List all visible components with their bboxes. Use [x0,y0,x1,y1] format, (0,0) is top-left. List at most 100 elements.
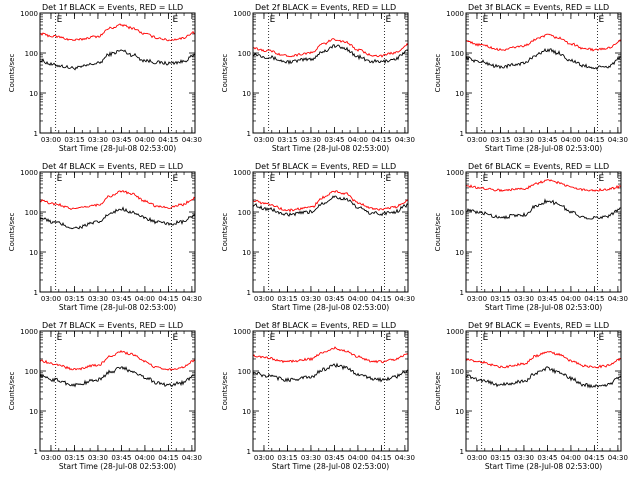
x-tick-label: 03:30 [301,295,321,303]
x-tick-label: 04:00 [348,295,368,303]
x-tick-label: 03:15 [277,295,297,303]
x-tick-label: 03:45 [537,136,557,144]
y-tick-label: 100 [451,50,464,58]
panel-title: Det 4f BLACK = Events, RED = LLD [42,162,183,171]
x-tick-label: 03:00 [41,295,61,303]
x-tick-label: 03:00 [41,454,61,462]
series-events-line [252,44,409,65]
x-tick-label: 04:30 [608,454,628,462]
plot-frame [465,171,622,293]
y-tick-label: 1000 [20,10,38,18]
x-tick-label: 03:00 [467,454,487,462]
y-axis-label: Counts/sec [221,372,229,411]
time-marker-label: E [599,174,605,184]
panel-det-3: Det 3f BLACK = Events, RED = LLD 1 10 100 10… [434,3,628,153]
x-tick-label: 03:15 [277,136,297,144]
y-tick-label: 1 [460,289,464,297]
panel-title: Det 2f BLACK = Events, RED = LLD [255,3,396,12]
time-marker-label: E [483,15,489,25]
time-marker-label: E [57,174,63,184]
y-tick-label: 100 [451,209,464,217]
y-tick-label: 1 [247,289,251,297]
y-tick-label: 10 [455,249,464,257]
x-tick-label: 04:30 [608,136,628,144]
x-tick-label: 03:15 [64,454,84,462]
x-axis-label: Start Time (28-Jul-08 02:53:00) [272,144,389,153]
y-tick-label: 100 [238,209,251,217]
x-tick-label: 04:15 [584,136,604,144]
y-axis-label: Counts/sec [8,213,16,252]
y-tick-label: 1000 [20,169,38,177]
series-events-line [465,48,622,71]
series-events-line [252,362,409,383]
y-tick-label: 10 [29,408,38,416]
x-tick-label: 04:00 [348,136,368,144]
series-events-line [465,198,622,220]
x-tick-label: 03:45 [111,454,131,462]
panel-title: Det 1f BLACK = Events, RED = LLD [42,3,183,12]
y-tick-label: 10 [242,90,251,98]
x-tick-label: 04:15 [371,136,391,144]
x-tick-label: 03:30 [301,136,321,144]
y-tick-label: 10 [242,408,251,416]
x-tick-label: 03:15 [277,454,297,462]
x-tick-label: 04:15 [371,295,391,303]
series-lld-line [465,351,622,369]
time-marker-label: E [270,174,276,184]
x-tick-label: 03:30 [88,295,108,303]
x-tick-label: 03:30 [514,136,534,144]
y-tick-label: 1000 [446,10,464,18]
y-tick-label: 100 [25,368,38,376]
series-events-line [39,49,196,71]
y-axis-label: Counts/sec [434,213,442,252]
x-tick-label: 04:00 [561,136,581,144]
time-marker-label: E [173,333,179,343]
time-marker-label: E [57,15,63,25]
x-tick-label: 03:15 [64,136,84,144]
x-tick-label: 03:00 [467,295,487,303]
time-marker-label: E [173,15,179,25]
x-tick-label: 04:15 [584,295,604,303]
series-lld-line [252,190,409,213]
plot-frame [252,12,409,134]
x-tick-label: 03:30 [88,454,108,462]
series-events-line [39,366,196,388]
time-marker-label: E [386,15,392,25]
panel-det-9: Det 9f BLACK = Events, RED = LLD 1 10 100 10… [434,321,628,471]
x-tick-label: 03:30 [301,454,321,462]
y-tick-label: 1000 [446,328,464,336]
y-tick-label: 1 [34,130,38,138]
x-tick-label: 04:00 [348,454,368,462]
plot-frame [465,330,622,452]
x-tick-label: 04:15 [158,136,178,144]
y-tick-label: 1000 [233,169,251,177]
y-axis-label: Counts/sec [434,372,442,411]
plot-frame [39,330,196,452]
y-tick-label: 1000 [20,328,38,336]
series-lld-line [465,33,622,52]
x-tick-label: 04:30 [395,295,415,303]
series-events-line [252,195,409,217]
x-tick-label: 04:15 [158,295,178,303]
series-lld-line [39,350,196,372]
x-tick-label: 04:30 [395,136,415,144]
x-tick-label: 03:45 [537,454,557,462]
x-tick-label: 04:00 [561,454,581,462]
x-tick-label: 03:15 [490,295,510,303]
x-tick-label: 04:30 [608,295,628,303]
x-tick-label: 04:15 [371,454,391,462]
panel-det-8: Det 8f BLACK = Events, RED = LLD 1 10 100 10… [221,321,415,471]
x-tick-label: 04:30 [182,136,202,144]
x-tick-label: 04:00 [135,295,155,303]
x-axis-label: Start Time (28-Jul-08 02:53:00) [59,144,176,153]
time-marker-label: E [270,333,276,343]
time-marker-label: E [173,174,179,184]
panel-title: Det 6f BLACK = Events, RED = LLD [468,162,609,171]
series-lld-line [39,23,196,42]
x-tick-label: 03:45 [111,136,131,144]
panel-title: Det 5f BLACK = Events, RED = LLD [255,162,396,171]
series-lld-line [252,346,409,364]
y-tick-label: 1000 [446,169,464,177]
y-tick-label: 1 [247,448,251,456]
